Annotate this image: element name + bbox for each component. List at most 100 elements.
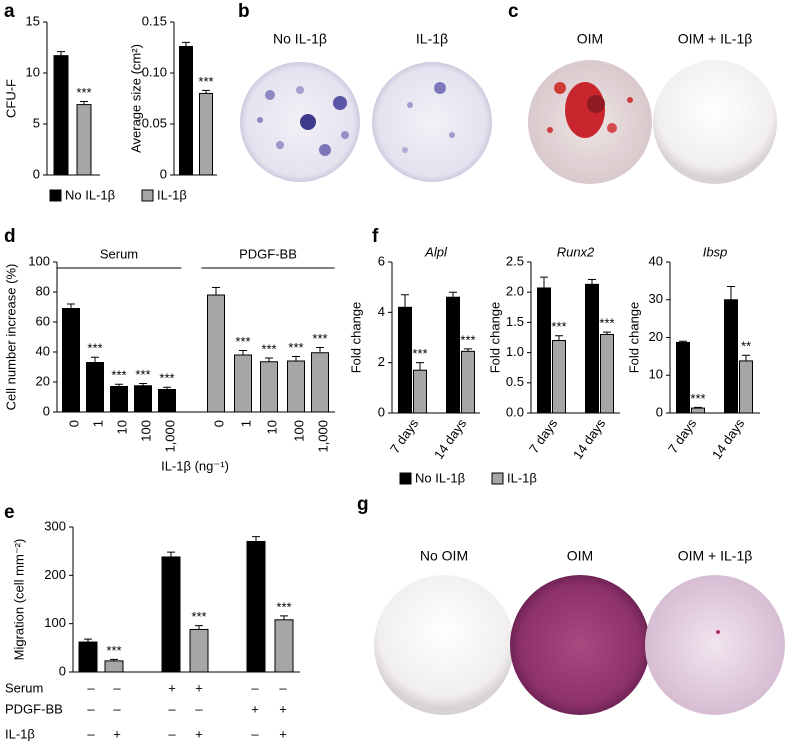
bar xyxy=(134,385,152,413)
x-tick-label: 1 xyxy=(90,420,105,427)
y-tick-label: 0.05 xyxy=(142,115,167,130)
significance: *** xyxy=(261,341,276,356)
legend-swatch xyxy=(49,189,62,202)
y-tick-label: 80 xyxy=(36,283,50,298)
panel-letter: a xyxy=(4,1,15,22)
condition-sign: + xyxy=(168,680,176,695)
condition-sign: – xyxy=(87,680,95,695)
well-label: OIM xyxy=(567,548,593,564)
condition-sign: – xyxy=(87,726,95,741)
y-tick-label: 2.5 xyxy=(506,253,524,268)
x-tick-label: 100 xyxy=(138,420,153,442)
error-bar xyxy=(588,279,596,285)
bar xyxy=(207,294,225,413)
well-image xyxy=(510,575,650,715)
y-tick-label: 20 xyxy=(649,329,663,344)
y-tick-label: 6 xyxy=(378,253,385,268)
condition-label: Serum xyxy=(5,680,43,695)
bar xyxy=(461,350,475,414)
y-tick-label: 0.5 xyxy=(506,374,524,389)
significance: *** xyxy=(76,85,91,100)
bar xyxy=(158,389,176,413)
error-bar xyxy=(91,356,99,363)
error-bar xyxy=(316,347,324,353)
condition-sign: – xyxy=(251,680,259,695)
error-bar xyxy=(416,362,424,371)
condition-sign: – xyxy=(279,680,287,695)
y-tick-label: 0 xyxy=(656,404,663,419)
chart-title: Runx2 xyxy=(557,244,595,259)
condition-sign: – xyxy=(168,701,176,716)
bar xyxy=(274,619,294,673)
x-tick-label: 7 days xyxy=(387,416,422,456)
y-axis-label: Fold change xyxy=(348,302,363,374)
error-bar xyxy=(555,335,563,341)
error-bar xyxy=(212,287,220,295)
y-tick-label: 200 xyxy=(44,567,66,582)
legend-swatch xyxy=(141,189,154,202)
error-bar xyxy=(202,89,210,94)
error-bar xyxy=(449,291,457,298)
significance: *** xyxy=(87,341,102,356)
y-axis-label: CFU-F xyxy=(3,79,18,118)
condition-sign: + xyxy=(195,726,203,741)
chart-title: Alpl xyxy=(424,244,448,259)
condition-sign: – xyxy=(251,726,259,741)
error-bar xyxy=(742,354,750,361)
error-bar xyxy=(239,350,247,355)
bar xyxy=(676,341,690,414)
chart-title: Ibsp xyxy=(703,244,728,259)
panel-letter: b xyxy=(238,1,250,22)
error-bar xyxy=(57,51,65,56)
bar xyxy=(110,386,128,413)
bar xyxy=(552,340,566,414)
significance: *** xyxy=(288,340,303,355)
condition-sign: – xyxy=(113,701,121,716)
legend-label: No IL-1β xyxy=(415,470,465,485)
significance: *** xyxy=(412,346,427,361)
x-tick-label: 1,000 xyxy=(162,420,177,453)
bar xyxy=(600,333,614,414)
x-tick-label: 7 days xyxy=(665,416,700,456)
legend-swatch xyxy=(491,472,504,485)
y-axis-label: Average size (cm²) xyxy=(128,44,143,153)
condition-label: IL-1β xyxy=(5,726,35,741)
x-tick-label: 10 xyxy=(264,420,279,434)
y-tick-label: 10 xyxy=(26,64,40,79)
y-tick-label: 10 xyxy=(649,367,663,382)
significance: *** xyxy=(135,367,150,382)
x-tick-label: 14 days xyxy=(431,416,470,462)
condition-sign: – xyxy=(113,680,121,695)
significance: *** xyxy=(159,371,174,386)
significance: *** xyxy=(111,368,126,383)
significance: *** xyxy=(106,643,121,658)
y-tick-label: 2 xyxy=(378,354,385,369)
y-tick-label: 100 xyxy=(44,615,66,630)
significance: ** xyxy=(741,339,751,354)
y-tick-label: 1.0 xyxy=(506,344,524,359)
error-bar xyxy=(67,303,75,309)
error-bar xyxy=(167,551,175,557)
error-bar xyxy=(252,536,260,542)
y-tick-label: 0 xyxy=(59,663,66,678)
y-tick-label: 0.10 xyxy=(142,64,167,79)
y-tick-label: 0 xyxy=(160,166,167,181)
x-tick-label: 7 days xyxy=(526,416,561,456)
bar xyxy=(287,360,305,413)
significance: *** xyxy=(460,332,475,347)
group-label: PDGF-BB xyxy=(239,246,297,261)
panel-letter: d xyxy=(4,226,16,247)
error-bar xyxy=(292,356,300,361)
legend-swatch xyxy=(399,472,412,485)
error-bar xyxy=(80,101,88,105)
well-image xyxy=(653,60,777,184)
legend-label: IL-1β xyxy=(157,187,187,202)
y-tick-label: 100 xyxy=(28,253,50,268)
y-tick-label: 1.5 xyxy=(506,314,524,329)
legend-label: IL-1β xyxy=(507,470,537,485)
condition-sign: – xyxy=(195,701,203,716)
bar xyxy=(53,55,69,176)
y-tick-label: 0.0 xyxy=(506,404,524,419)
condition-sign: – xyxy=(168,726,176,741)
x-tick-label: 0 xyxy=(211,420,226,427)
